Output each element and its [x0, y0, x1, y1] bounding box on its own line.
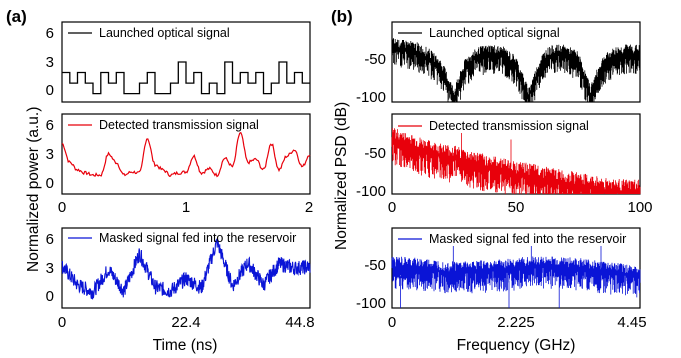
plot-b1 — [391, 38, 641, 102]
xtick-a2-1: 1 — [182, 199, 190, 216]
ytick-a3-3: 3 — [46, 260, 54, 277]
legend-launched-a: Launched optical signal — [99, 26, 230, 40]
ytick-a1-3: 3 — [46, 54, 54, 71]
xtick-a3-0: 0 — [58, 314, 66, 331]
ytick-b1-50: -50 — [364, 51, 386, 68]
legend-bg-b1 — [398, 26, 578, 40]
plot-frame-a1 — [61, 21, 311, 103]
legend-masked-b: Masked signal fed into the reservoir — [429, 232, 626, 246]
legend-bg-b2 — [398, 119, 602, 133]
legend-launched-b: Launched optical signal — [429, 26, 560, 40]
ytick-a2-6: 6 — [46, 117, 54, 134]
plot-a1 — [62, 61, 310, 95]
plot-b2 — [391, 128, 641, 194]
xtick-b2-0: 0 — [388, 199, 396, 216]
ytick-a2-0: 0 — [46, 175, 54, 192]
legend-bg-b3 — [398, 232, 634, 246]
series-detected-psd — [391, 128, 641, 194]
plot-b3 — [391, 242, 641, 308]
series-launched-psd — [391, 38, 641, 102]
xtick-b2-100: 100 — [627, 199, 652, 216]
series-detected-line — [61, 131, 311, 178]
ytick-a1-6: 6 — [46, 25, 54, 42]
xlabel-frequency: Frequency (GHz) — [457, 337, 576, 354]
ytick-b3-50: -50 — [364, 257, 386, 274]
ytick-b2-50: -50 — [364, 145, 386, 162]
xtick-a3-224: 22.4 — [171, 314, 200, 331]
plot-frame-a2 — [61, 113, 311, 195]
series-masked-line — [61, 237, 311, 300]
panel-label-b: (b) — [331, 7, 353, 26]
legend-detected-a: Detected transmission signal — [99, 118, 259, 132]
ytick-a2-3: 3 — [46, 146, 54, 163]
plot-a2 — [61, 131, 311, 178]
xtick-b3-445: 4.45 — [617, 314, 646, 331]
ytick-b1-100: -100 — [356, 89, 386, 106]
panel-label-a: (a) — [6, 7, 27, 26]
series-launched-line — [62, 61, 310, 95]
series-masked-psd — [391, 242, 641, 308]
xtick-b3-0: 0 — [388, 314, 396, 331]
ylabel-power: Normalized power (a.u.) — [25, 107, 42, 272]
xtick-a2-2: 2 — [305, 199, 313, 216]
ylabel-psd: Normalized PSD (dB) — [333, 102, 350, 250]
ytick-a3-0: 0 — [46, 288, 54, 305]
xtick-a2-0: 0 — [58, 199, 66, 216]
ytick-b2-100: -100 — [356, 183, 386, 200]
legend-detected-b: Detected transmission signal — [429, 119, 589, 133]
plot-a3 — [61, 237, 311, 300]
legend-masked-a: Masked signal fed into the reservoir — [99, 231, 296, 245]
xlabel-time: Time (ns) — [153, 337, 218, 354]
ytick-b3-100: -100 — [356, 295, 386, 312]
xtick-a3-448: 44.8 — [285, 314, 314, 331]
ytick-a1-0: 0 — [46, 82, 54, 99]
xtick-b2-50: 50 — [508, 199, 525, 216]
xtick-b3-2225: 2.225 — [497, 314, 535, 331]
ytick-a3-6: 6 — [46, 231, 54, 248]
